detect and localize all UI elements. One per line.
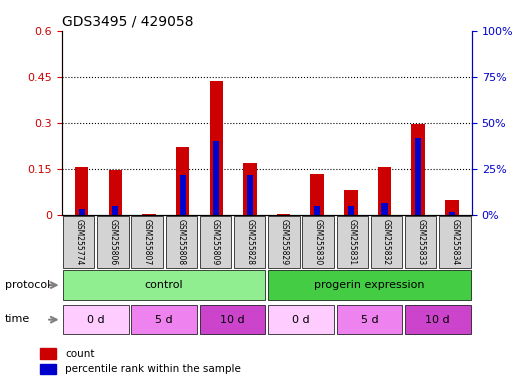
Text: 5 d: 5 d xyxy=(361,314,378,325)
Text: time: time xyxy=(5,314,30,324)
Text: 10 d: 10 d xyxy=(425,314,450,325)
Bar xyxy=(213,141,220,215)
Bar xyxy=(302,216,334,268)
Bar xyxy=(200,216,231,268)
Bar xyxy=(210,81,223,215)
Bar xyxy=(268,305,334,334)
Bar xyxy=(78,209,85,215)
Bar xyxy=(314,206,320,215)
Bar xyxy=(166,216,197,268)
Text: GSM255808: GSM255808 xyxy=(177,219,186,265)
Bar xyxy=(97,216,129,268)
Text: protocol: protocol xyxy=(5,280,50,290)
Text: GSM255828: GSM255828 xyxy=(245,219,254,265)
Text: GSM255830: GSM255830 xyxy=(313,219,323,265)
Bar xyxy=(142,214,156,215)
Bar xyxy=(63,270,265,300)
Text: control: control xyxy=(145,280,184,290)
Bar xyxy=(200,305,265,334)
Bar xyxy=(415,138,421,215)
Bar xyxy=(411,124,425,215)
Bar xyxy=(268,270,470,300)
Text: GSM255774: GSM255774 xyxy=(74,219,83,265)
Bar xyxy=(348,206,354,215)
Bar xyxy=(337,305,402,334)
Bar xyxy=(112,206,119,215)
Text: 0 d: 0 d xyxy=(292,314,310,325)
Text: GSM255832: GSM255832 xyxy=(382,219,391,265)
Text: 5 d: 5 d xyxy=(155,314,173,325)
Bar xyxy=(176,147,189,215)
Bar xyxy=(449,212,455,215)
Bar xyxy=(40,364,55,374)
Bar xyxy=(405,305,470,334)
Bar xyxy=(310,174,324,215)
Bar xyxy=(405,216,437,268)
Bar xyxy=(337,216,368,268)
Bar xyxy=(63,216,94,268)
Text: GSM255834: GSM255834 xyxy=(450,219,459,265)
Text: GSM255831: GSM255831 xyxy=(348,219,357,265)
Text: GSM255829: GSM255829 xyxy=(280,219,288,265)
Bar xyxy=(234,216,265,268)
Bar xyxy=(445,200,459,215)
Bar xyxy=(131,216,163,268)
Bar xyxy=(243,163,256,215)
Bar xyxy=(378,167,391,215)
Text: 10 d: 10 d xyxy=(220,314,245,325)
Bar xyxy=(344,190,358,215)
Text: GSM255806: GSM255806 xyxy=(108,219,117,265)
Text: GSM255833: GSM255833 xyxy=(416,219,425,265)
Text: 0 d: 0 d xyxy=(87,314,105,325)
Text: percentile rank within the sample: percentile rank within the sample xyxy=(65,364,241,374)
Text: GSM255809: GSM255809 xyxy=(211,219,220,265)
Text: GSM255807: GSM255807 xyxy=(143,219,151,265)
Bar xyxy=(277,214,290,215)
Bar xyxy=(63,305,129,334)
Bar xyxy=(180,175,186,215)
Text: count: count xyxy=(65,349,94,359)
Bar xyxy=(109,170,122,215)
Bar xyxy=(40,349,55,359)
Bar xyxy=(371,216,402,268)
Bar xyxy=(247,175,253,215)
Bar xyxy=(75,167,88,215)
Text: GDS3495 / 429058: GDS3495 / 429058 xyxy=(62,14,193,28)
Bar xyxy=(131,305,197,334)
Bar xyxy=(268,216,300,268)
Bar xyxy=(439,216,470,268)
Text: progerin expression: progerin expression xyxy=(314,280,425,290)
Bar xyxy=(382,203,387,215)
